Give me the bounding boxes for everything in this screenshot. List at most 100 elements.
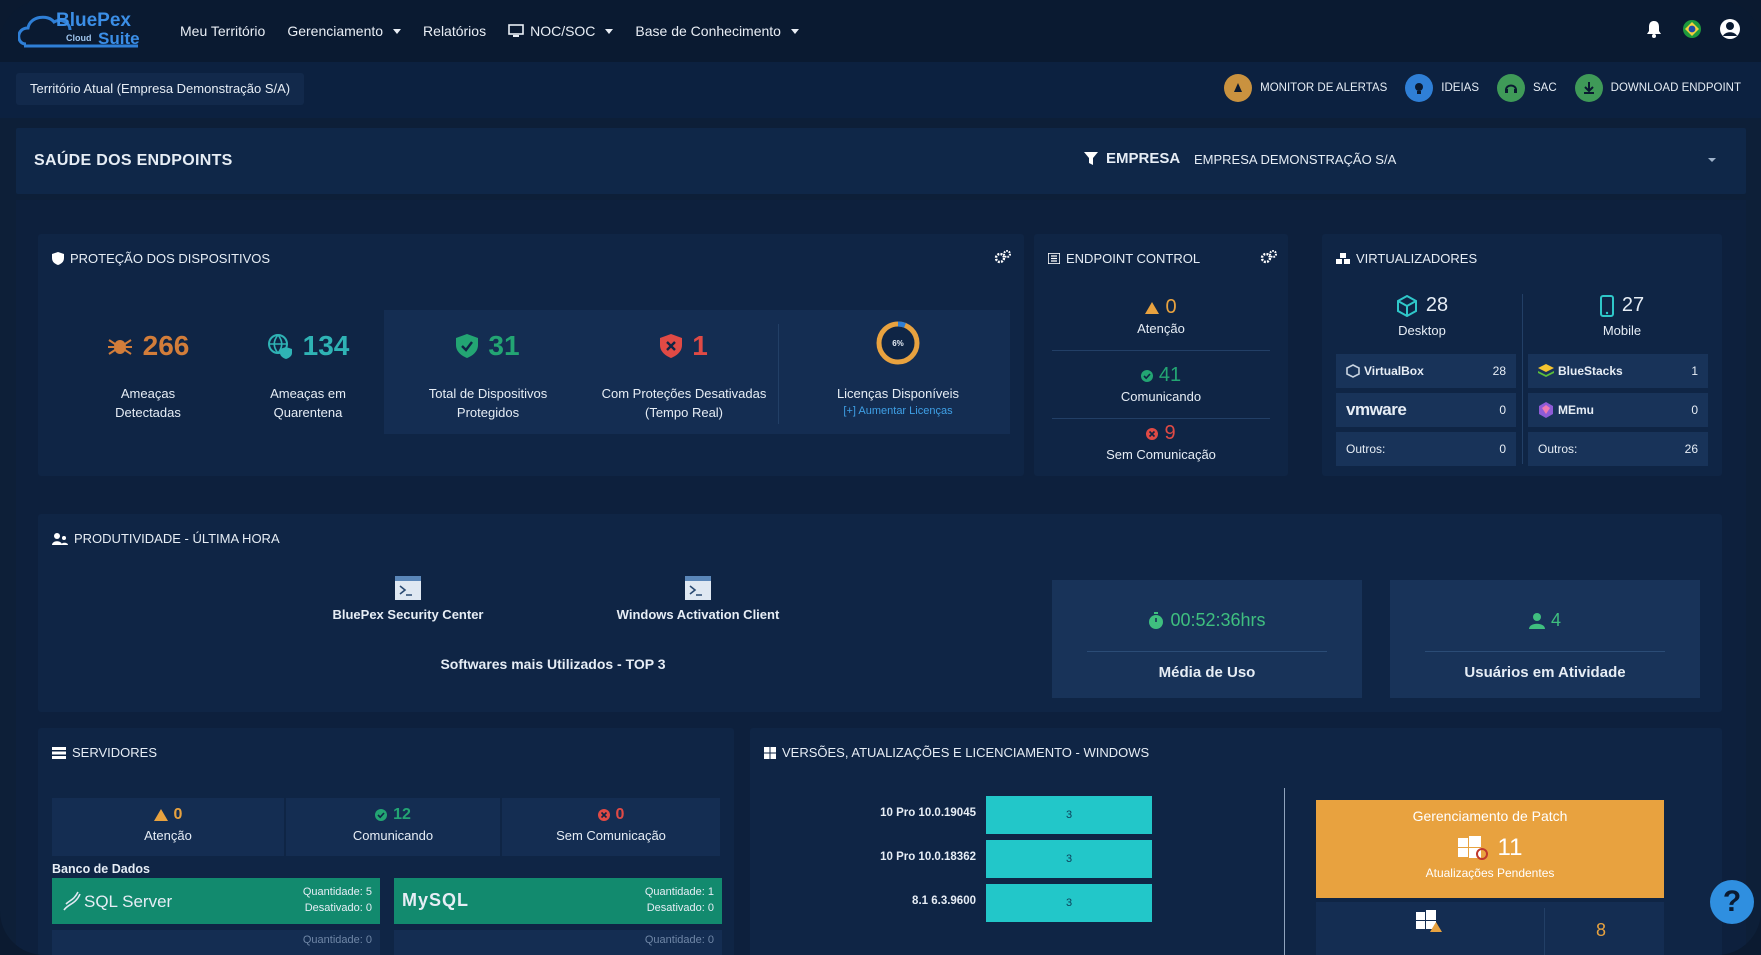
- other-desktop-row[interactable]: Outros: 0: [1336, 432, 1516, 466]
- license-donut-segment: [876, 321, 920, 365]
- no-communication-stat[interactable]: 9 Sem Comunicação: [1106, 422, 1216, 462]
- server-icon: [52, 746, 66, 759]
- nav-meu-territorio[interactable]: Meu Território: [180, 23, 266, 39]
- servers-no-communication-stat[interactable]: 0 Sem Comunicação: [502, 798, 720, 856]
- protected-devices-stat[interactable]: 31 Total de Dispositivos Protegidos: [428, 330, 548, 420]
- servers-communicating-stat[interactable]: 12 Comunicando: [286, 798, 500, 856]
- divider: [778, 324, 779, 424]
- cubes-icon: [1336, 252, 1350, 264]
- quick-links: MONITOR DE ALERTAS IDEIAS SAC DOWNLOAD E…: [1224, 74, 1741, 102]
- nav-right-icons: [1643, 18, 1741, 40]
- windows-update-icon: [1457, 836, 1488, 860]
- sac-link[interactable]: SAC: [1497, 74, 1557, 102]
- next-db-card-right[interactable]: Quantidade: 0: [394, 930, 722, 955]
- productivity-panel: PRODUTIVIDADE - ÚLTIMA HORA BluePex Secu…: [38, 514, 1722, 712]
- virtualbox-icon: [1346, 364, 1360, 378]
- desktop-vm-stat[interactable]: 28 Desktop: [1322, 294, 1522, 338]
- nav-relatorios[interactable]: Relatórios: [423, 23, 487, 39]
- divider: [1052, 350, 1270, 351]
- nav-base-conhecimento[interactable]: Base de Conhecimento: [635, 23, 799, 39]
- divider: [1087, 651, 1327, 652]
- x-circle-icon: [1146, 427, 1159, 440]
- chart-bar[interactable]: 3: [986, 884, 1152, 922]
- user-icon: [1528, 612, 1545, 629]
- active-users-box[interactable]: 4 Usuários em Atividade: [1390, 580, 1700, 698]
- brand-cloud: Cloud: [66, 33, 92, 43]
- vmware-row[interactable]: vmware 0: [1336, 393, 1516, 427]
- headset-icon: [1497, 74, 1525, 102]
- main-menu: Meu Território Gerenciamento Relatórios …: [180, 0, 799, 62]
- brazil-flag-icon[interactable]: [1681, 18, 1703, 40]
- other-mobile-row[interactable]: Outros: 26: [1528, 432, 1708, 466]
- alert-monitor-icon: [1224, 74, 1253, 102]
- top-app-1[interactable]: BluePex Security Center: [258, 576, 558, 622]
- help-button[interactable]: ?: [1710, 880, 1754, 924]
- gear-icon[interactable]: [994, 249, 1012, 267]
- bluestacks-row[interactable]: BlueStacks 1: [1528, 354, 1708, 388]
- windows-warning-icon: [1416, 910, 1442, 932]
- top-navbar: BluePex Cloud Suite Meu Território Geren…: [0, 0, 1761, 62]
- mysql-card[interactable]: MySQL Quantidade: 1 Desativado: 0: [394, 878, 722, 924]
- chevron-down-icon[interactable]: [1708, 158, 1716, 162]
- current-territory[interactable]: Território Atual (Empresa Demonstração S…: [16, 73, 305, 105]
- patch-sub-value: 8: [1596, 920, 1607, 940]
- ideias-link[interactable]: IDEIAS: [1405, 74, 1479, 102]
- stopwatch-icon: [1149, 611, 1164, 629]
- chevron-down-icon: [393, 28, 402, 34]
- chart-bar[interactable]: 3: [986, 796, 1152, 834]
- chart-axis-line: [1284, 788, 1285, 955]
- divider: [1425, 651, 1665, 652]
- nav-gerenciamento[interactable]: Gerenciamento: [287, 23, 402, 39]
- device-protection-panel: PROTEÇÃO DOS DISPOSITIVOS 266 Ameaças Det…: [38, 234, 1024, 476]
- chevron-down-icon: [790, 28, 799, 34]
- user-profile-icon[interactable]: [1719, 18, 1741, 40]
- windows-icon: [764, 746, 776, 759]
- bell-icon[interactable]: [1643, 18, 1665, 40]
- mobile-vm-stat[interactable]: 27 Mobile: [1522, 294, 1722, 338]
- endpoint-health-header: SAÚDE DOS ENDPOINTS EMPRESA EMPRESA DEMO…: [16, 128, 1746, 194]
- usage-average-box[interactable]: 00:52:36hrs Média de Uso: [1052, 580, 1362, 698]
- gear-icon[interactable]: [1260, 249, 1278, 267]
- monitor-alertas-link[interactable]: MONITOR DE ALERTAS: [1224, 74, 1387, 102]
- panel-title: VERSÕES, ATUALIZAÇÕES E LICENCIAMENTO - …: [764, 745, 1149, 760]
- lightbulb-icon: [1405, 74, 1434, 102]
- communicating-stat[interactable]: 41 Comunicando: [1120, 364, 1202, 404]
- patch-management-card[interactable]: Gerenciamento de Patch 11 Atualizações P…: [1316, 800, 1664, 898]
- chevron-down-icon: [605, 28, 614, 34]
- top-app-2[interactable]: Windows Activation Client: [548, 576, 848, 622]
- bug-icon: [107, 339, 132, 355]
- memu-icon: [1539, 402, 1553, 418]
- download-endpoint-link[interactable]: DOWNLOAD ENDPOINT: [1574, 74, 1741, 102]
- divider: [1052, 418, 1270, 419]
- virtualizers-panel: VIRTUALIZADORES 28 Desktop 27 Mobile Vir…: [1322, 234, 1722, 476]
- company-filter-label: EMPRESA: [1084, 150, 1180, 167]
- increase-licenses-link[interactable]: [+] Aumentar Licenças: [843, 405, 953, 417]
- threats-detected-stat[interactable]: 266 Ameaças Detectadas: [68, 330, 228, 422]
- quarantine-stat[interactable]: 134 Ameaças em Quarentena: [228, 330, 388, 422]
- globe-shield-icon: [267, 334, 292, 359]
- sql-server-card[interactable]: SQL Server Quantidade: 5 Desativado: 0: [52, 878, 380, 924]
- brand-suite: Suite: [98, 29, 140, 48]
- virtualbox-row[interactable]: VirtualBox 28: [1336, 354, 1516, 388]
- disabled-protection-stat[interactable]: 1 Com Proteções Desativadas (Tempo Real): [601, 330, 767, 420]
- terminal-app-icon: [685, 576, 711, 600]
- nav-noc-soc[interactable]: NOC/SOC: [508, 23, 614, 39]
- company-select[interactable]: EMPRESA DEMONSTRAÇÃO S/A: [1194, 152, 1397, 167]
- users-icon: [52, 532, 68, 545]
- attention-stat[interactable]: 0 Atenção: [1137, 296, 1185, 336]
- servers-attention-stat[interactable]: 0 Atenção: [52, 798, 284, 856]
- chart-bar[interactable]: 3: [986, 840, 1152, 878]
- bluepex-logo[interactable]: BluePex Cloud Suite: [17, 6, 158, 54]
- brand-name: BluePex: [56, 10, 131, 31]
- page-title: SAÚDE DOS ENDPOINTS: [34, 152, 233, 169]
- x-circle-icon: [597, 809, 610, 821]
- db-name: SQL Server: [84, 892, 173, 911]
- memu-row[interactable]: MEmu 0: [1528, 393, 1708, 427]
- next-db-card-left[interactable]: Quantidade: 0: [52, 930, 380, 955]
- warning-icon: [153, 809, 168, 821]
- list-icon: [1048, 253, 1060, 264]
- filter-icon: [1084, 151, 1098, 165]
- panel-title: SERVIDORES: [52, 745, 157, 760]
- shield-check-icon: [456, 334, 479, 358]
